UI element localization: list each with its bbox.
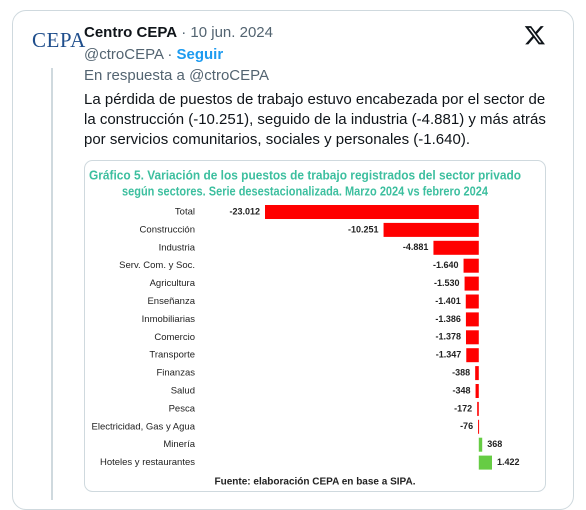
bar: [475, 384, 479, 398]
chart-title: según sectores. Serie desestacionalizada…: [122, 184, 488, 198]
category-label: Inmobiliarias: [142, 314, 196, 325]
chart-title: Gráfico 5. Variación de los puestos de t…: [89, 168, 521, 182]
value-label: -76: [460, 421, 473, 431]
bar: [465, 330, 479, 345]
value-label: -1.530: [434, 278, 460, 288]
bar: [478, 455, 492, 470]
bar: [478, 437, 483, 452]
value-label: -348: [453, 385, 471, 395]
category-label: Comercio: [154, 332, 195, 343]
follow-button[interactable]: Seguir: [176, 46, 224, 63]
bar: [433, 240, 479, 255]
author-name[interactable]: Centro CEPA: [84, 24, 178, 41]
chart: Gráfico 5. Variación de los puestos de t…: [84, 160, 546, 492]
category-label: Enseñanza: [147, 296, 195, 307]
value-label: -23.012: [229, 206, 260, 216]
value-label: -1.378: [435, 332, 461, 342]
avatar[interactable]: CEPA: [32, 28, 86, 52]
value-label: 368: [487, 439, 502, 449]
bar: [477, 401, 479, 416]
value-label: -1.347: [436, 350, 462, 360]
separator: ·: [167, 46, 173, 63]
value-label: -388: [452, 367, 470, 377]
category-label: Pesca: [169, 403, 196, 414]
category-label: Electricidad, Gas y Agua: [92, 421, 196, 432]
category-label: Total: [175, 207, 195, 218]
value-label: -1.386: [435, 314, 461, 324]
value-label: -10.251: [348, 224, 379, 234]
separator: ·: [181, 24, 187, 41]
handle-line: @ctroCEPA · Seguir: [84, 46, 223, 63]
reply-to[interactable]: En respuesta a @ctroCEPA: [84, 67, 270, 84]
x-logo[interactable]: [524, 24, 546, 46]
bar: [475, 366, 479, 381]
chart-source: Fuente: elaboración CEPA en base a SIPA.: [215, 477, 416, 488]
category-label: Salud: [171, 386, 195, 397]
handle[interactable]: @ctroCEPA: [84, 46, 164, 63]
bar: [465, 294, 479, 309]
category-label: Finanzas: [156, 368, 195, 379]
bar: [465, 312, 479, 327]
value-label: -1.640: [433, 260, 459, 270]
tweet-text: La pérdida de puestos de trabajo estuvo …: [84, 91, 546, 148]
value-label: 1.422: [497, 457, 520, 467]
bar: [466, 348, 479, 363]
bar: [383, 222, 479, 237]
value-label: -1.401: [435, 296, 461, 306]
bar: [463, 258, 479, 273]
value-label: -172: [454, 403, 472, 413]
date[interactable]: 10 jun. 2024: [190, 24, 273, 41]
category-label: Industria: [159, 242, 196, 253]
bar: [265, 205, 479, 219]
category-label: Construcción: [140, 224, 195, 235]
tweet-header: Centro CEPA · 10 jun. 2024: [84, 24, 273, 41]
category-label: Agricultura: [150, 278, 196, 289]
bar: [464, 276, 479, 291]
chart-frame: [84, 160, 546, 492]
value-label: -4.881: [403, 242, 429, 252]
category-label: Serv. Com. y Soc.: [119, 260, 195, 271]
bar: [478, 419, 480, 434]
category-label: Minería: [163, 439, 195, 450]
category-label: Transporte: [149, 350, 195, 361]
category-label: Hoteles y restaurantes: [100, 457, 195, 468]
thread-line: [51, 68, 53, 500]
